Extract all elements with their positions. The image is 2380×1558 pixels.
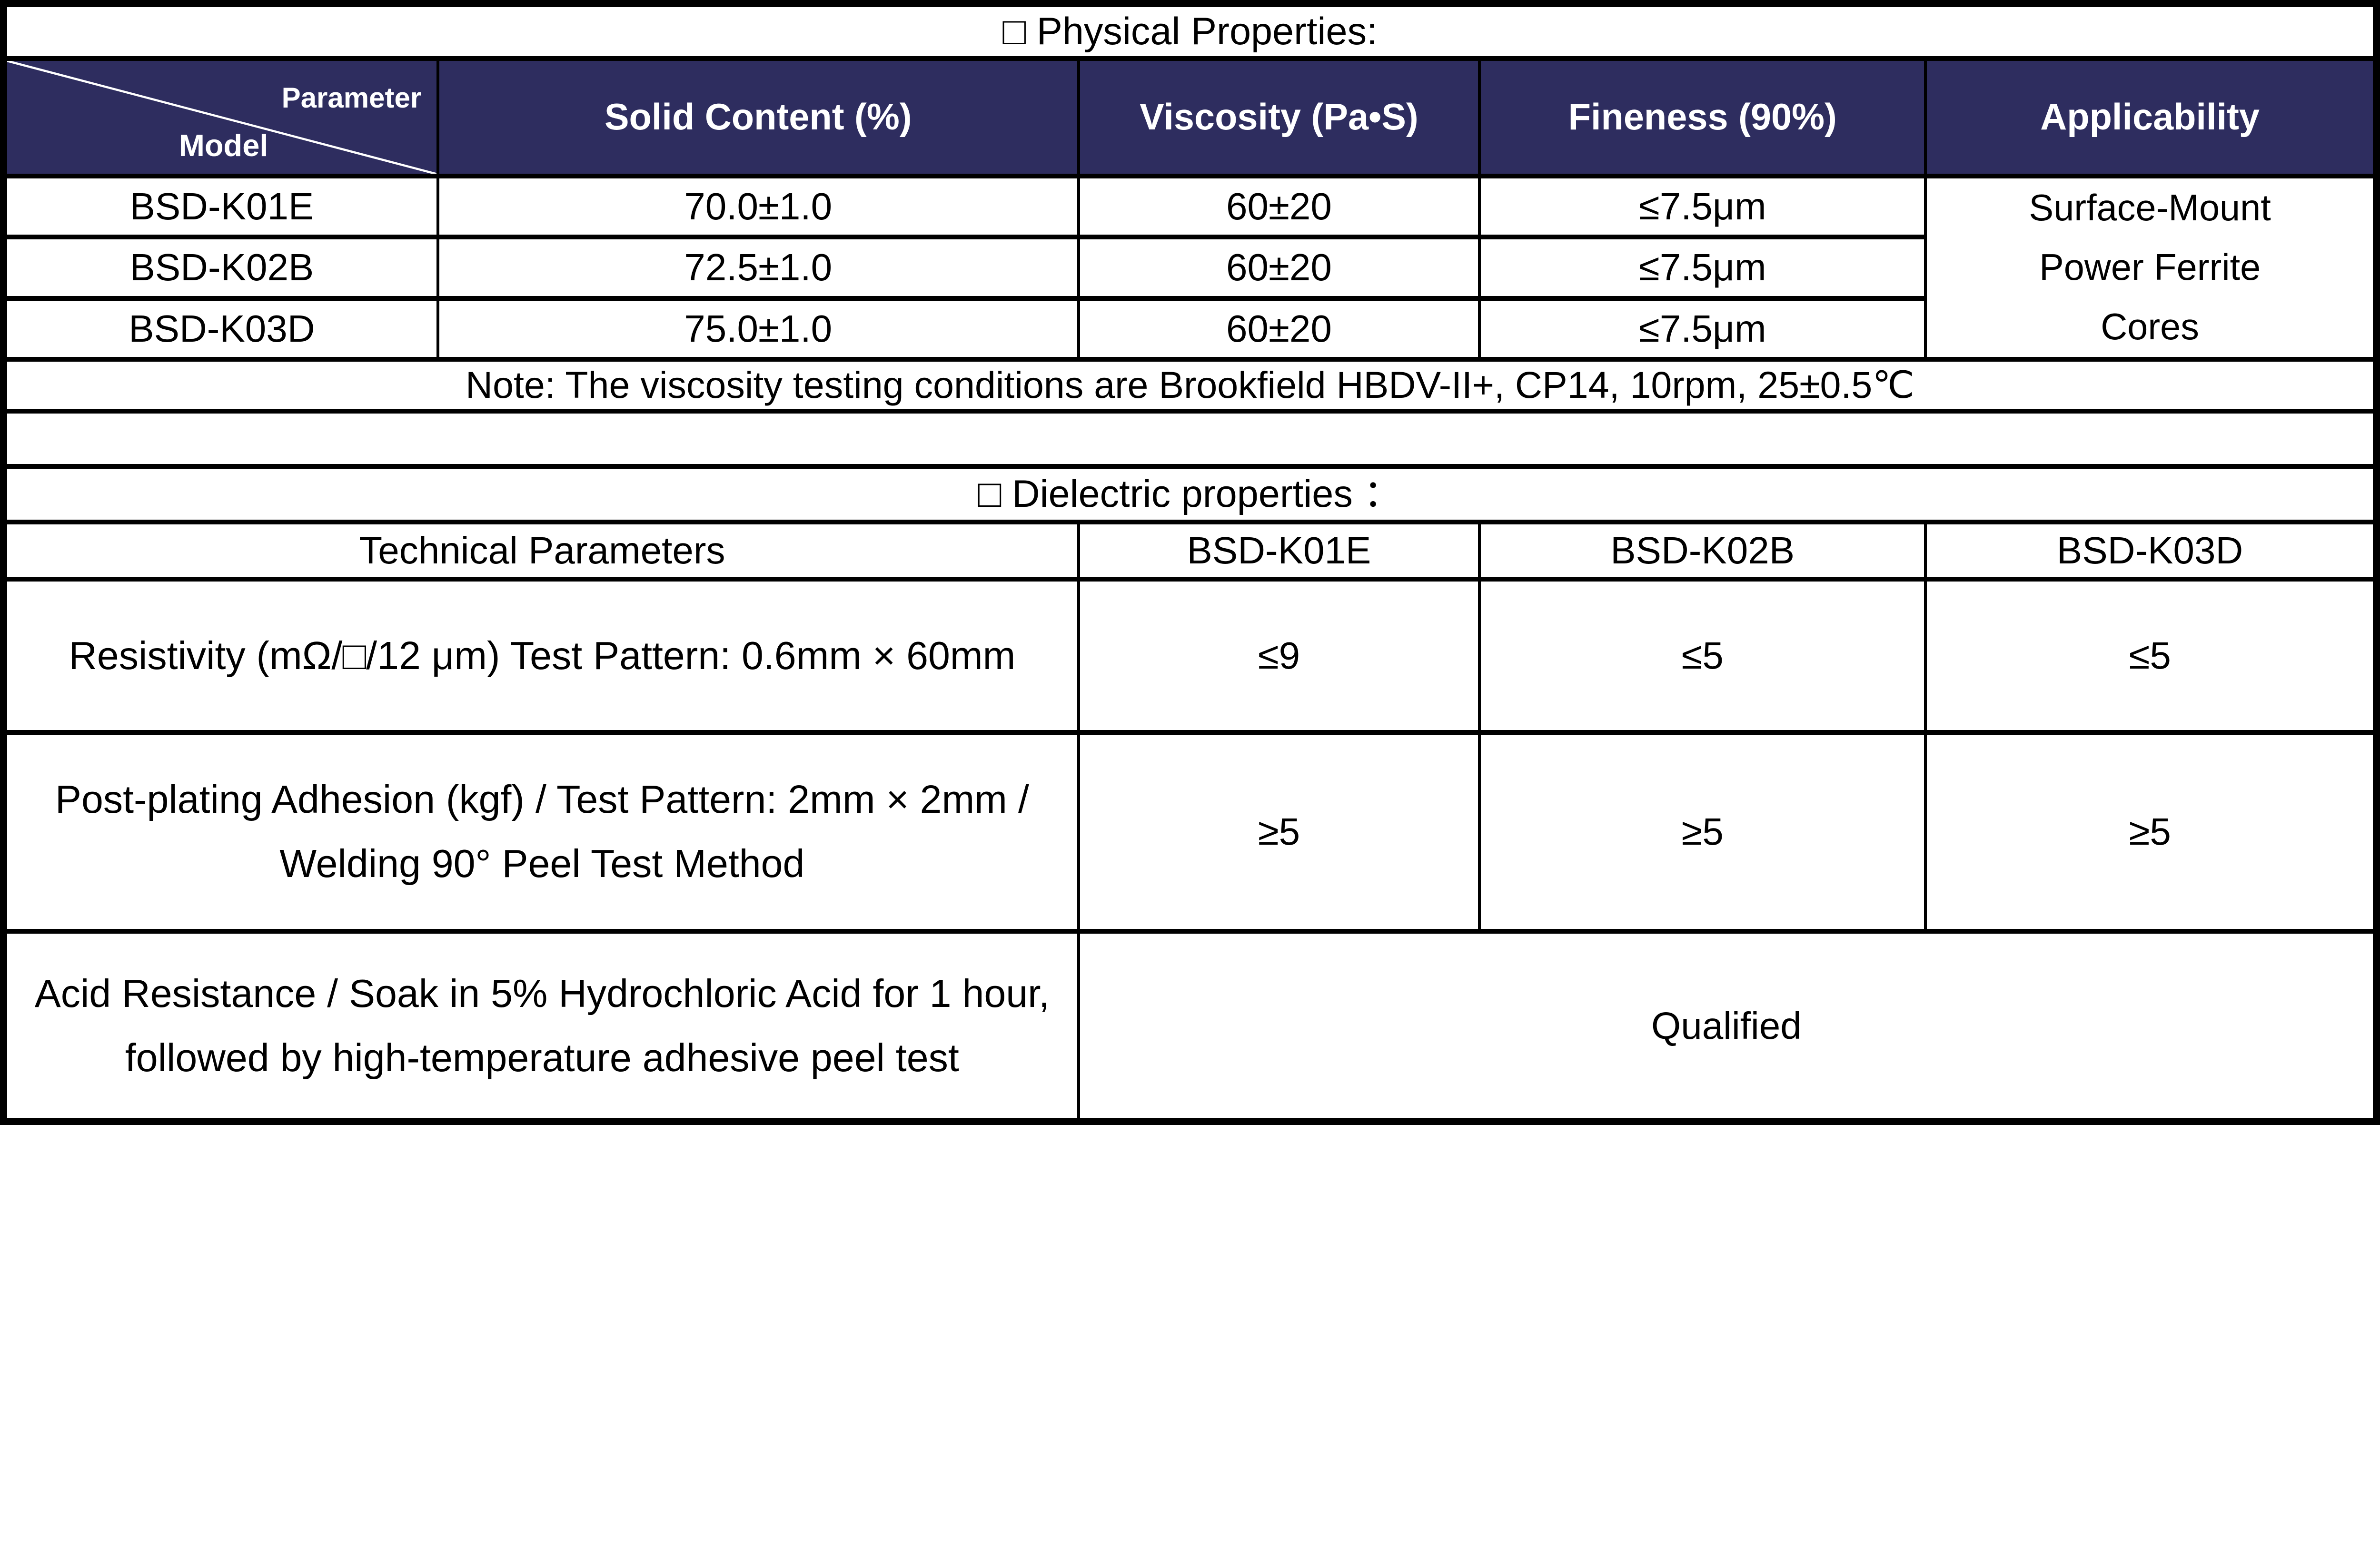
fineness-value: ≤7.5μm — [1478, 235, 1927, 301]
corner-parameter-label: Parameter — [281, 81, 422, 114]
table-row-resistivity: Resistivity (mΩ/□/12 μm) Test Pattern: 0… — [2, 576, 2378, 735]
dielectric-title-row: □ Dielectric properties ： — [2, 464, 2378, 524]
table-row-bsd-k02b: BSD-K02B 72.5±1.0 60±20 ≤7.5μm — [2, 235, 2377, 301]
solid-content-value: 72.5±1.0 — [436, 235, 1080, 301]
physical-header-row: Parameter Model Solid Content (%) Viscos… — [2, 56, 2378, 178]
table-row-bsd-k03d: BSD-K03D 75.0±1.0 60±20 ≤7.5μm — [2, 296, 2377, 362]
viscosity-value: 60±20 — [1077, 235, 1481, 301]
column-header-technical-parameters: Technical Parameters — [2, 519, 1080, 582]
model-name: BSD-K02B — [2, 235, 439, 301]
model-name: BSD-K03D — [2, 296, 439, 362]
adhesion-value-k01e: ≥5 — [1077, 730, 1481, 934]
column-header-fineness: Fineness (90%) — [1478, 56, 1927, 178]
adhesion-value-k03d: ≥5 — [1924, 730, 2378, 934]
spacer-row — [2, 408, 2378, 469]
spacer-cell — [2, 408, 2378, 469]
table-row-adhesion: Post-plating Adhesion (kgf) / Test Patte… — [2, 730, 2378, 934]
diagonal-divider-icon — [7, 61, 436, 174]
parameter-model-corner-cell: Parameter Model — [2, 56, 439, 178]
column-header-applicability: Applicability — [1924, 56, 2378, 178]
adhesion-value-k02b: ≥5 — [1478, 730, 1927, 934]
adhesion-parameter: Post-plating Adhesion (kgf) / Test Patte… — [2, 730, 1080, 934]
column-header-bsd-k01e: BSD-K01E — [1077, 519, 1481, 582]
viscosity-note: Note: The viscosity testing conditions a… — [2, 357, 2378, 414]
resistivity-value-k03d: ≤5 — [1924, 576, 2378, 735]
corner-model-label: Model — [178, 128, 268, 163]
column-header-solid-content: Solid Content (%) — [436, 56, 1080, 178]
viscosity-value: 60±20 — [1077, 173, 1481, 240]
dielectric-header-row: Technical Parameters BSD-K01E BSD-K02B B… — [2, 519, 2378, 582]
table-row-bsd-k01e: BSD-K01E 70.0±1.0 60±20 ≤7.5μm Surface-M… — [2, 173, 2378, 362]
dielectric-properties-title: □ Dielectric properties ： — [2, 464, 2378, 524]
fineness-value: ≤7.5μm — [1478, 173, 1927, 240]
acid-resistance-parameter: Acid Resistance / Soak in 5% Hydrochlori… — [2, 928, 1080, 1124]
model-name: BSD-K01E — [2, 173, 439, 240]
physical-title-row: □ Physical Properties: — [2, 1, 2378, 61]
resistivity-parameter: Resistivity (mΩ/□/12 μm) Test Pattern: 0… — [2, 576, 1080, 735]
solid-content-value: 75.0±1.0 — [436, 296, 1080, 362]
solid-content-value: 70.0±1.0 — [436, 173, 1080, 240]
applicability-value: Surface-Mount Power Ferrite Cores — [1924, 174, 2378, 362]
column-header-bsd-k02b: BSD-K02B — [1478, 519, 1927, 582]
viscosity-value: 60±20 — [1077, 296, 1481, 362]
resistivity-value-k01e: ≤9 — [1077, 576, 1481, 735]
physical-properties-title: □ Physical Properties: — [2, 1, 2378, 61]
table-row-acid-resistance: Acid Resistance / Soak in 5% Hydrochlori… — [2, 928, 2378, 1124]
resistivity-value-k02b: ≤5 — [1478, 576, 1927, 735]
properties-datasheet-table: □ Physical Properties: Parameter Model S… — [0, 0, 2380, 1125]
datasheet: □ Physical Properties: Parameter Model S… — [0, 0, 2380, 1125]
note-row: Note: The viscosity testing conditions a… — [2, 357, 2378, 414]
column-header-bsd-k03d: BSD-K03D — [1924, 519, 2378, 582]
column-header-viscosity: Viscosity (Pa•S) — [1077, 56, 1481, 178]
qualified-value: Qualified — [1077, 928, 2378, 1124]
fineness-value: ≤7.5μm — [1478, 296, 1927, 362]
